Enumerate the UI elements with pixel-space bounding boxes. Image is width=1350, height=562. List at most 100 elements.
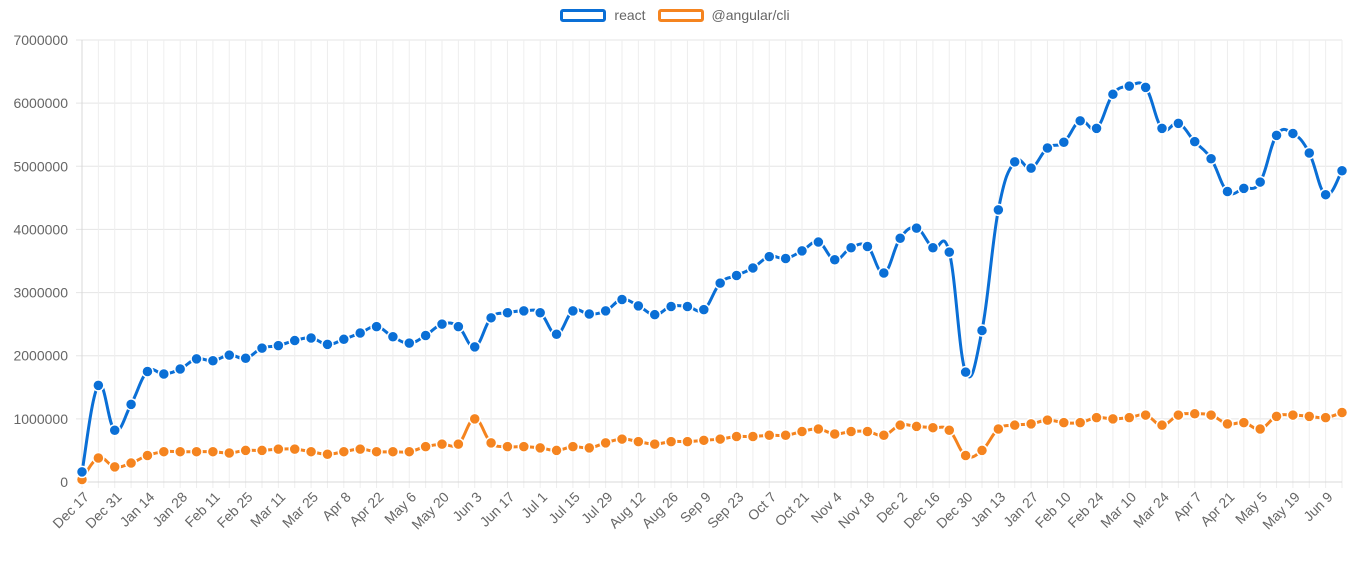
data-point-react [632,299,645,313]
data-point-react [615,293,629,306]
x-tick-label: May 20 [408,489,452,533]
data-point-react [812,235,825,249]
data-point-angular-cli [992,422,1005,436]
data-point-angular-cli [1221,417,1234,431]
data-point-react [779,252,792,265]
data-point-angular-cli [664,435,678,448]
data-point-angular-cli [763,429,776,442]
data-point-angular-cli [795,425,809,438]
data-point-react [746,261,760,275]
data-point-react [468,340,481,354]
data-point-react [910,221,923,235]
data-point-angular-cli [1057,416,1071,429]
data-point-angular-cli [484,436,498,450]
data-point-react [517,304,531,318]
data-point-react [1253,175,1267,189]
data-point-angular-cli [648,437,661,451]
chart-legend: react @angular/cli [0,7,1350,23]
data-point-angular-cli [386,445,400,458]
x-tick-label: Jun 9 [1300,489,1336,525]
data-point-react [501,306,514,320]
legend-swatch-react [560,8,607,22]
data-point-react [141,365,154,378]
data-point-angular-cli [632,435,645,448]
x-tick-label: Aug 26 [638,489,681,532]
data-point-angular-cli [223,446,236,460]
data-point-angular-cli [206,445,220,458]
legend-swatch-angular-cli [657,8,704,22]
data-point-react [1008,155,1021,169]
x-tick-label: Apr 22 [346,489,387,530]
x-tick-label: Mar 24 [1130,489,1172,531]
data-point-react [484,311,498,325]
data-point-react [1270,129,1283,142]
data-point-angular-cli [173,445,187,458]
data-point-angular-cli [1253,422,1267,436]
x-tick-label: Jul 15 [545,489,583,527]
data-point-angular-cli [1286,408,1300,422]
data-point-angular-cli [1008,418,1021,432]
data-point-angular-cli [419,440,432,453]
x-tick-label: Jan 14 [116,489,157,530]
data-point-react [353,326,367,340]
data-point-react [959,365,972,379]
data-point-react [1319,188,1332,201]
y-tick-label: 3000000 [13,285,68,301]
series-line-react [80,81,1344,473]
data-point-react [648,308,661,321]
data-point-angular-cli [190,445,203,458]
data-point-angular-cli [746,430,760,443]
data-point-react [190,352,203,366]
data-point-react [550,327,563,341]
data-point-angular-cli [321,447,334,461]
data-point-react [435,317,449,331]
data-point-angular-cli [517,440,531,453]
data-point-react [157,367,171,381]
data-point-react [288,334,301,347]
data-point-angular-cli [1073,416,1087,429]
data-point-react [1073,114,1087,128]
data-point-react [1335,164,1349,177]
data-point-angular-cli [926,421,940,434]
data-point-angular-cli [353,442,367,456]
data-point-angular-cli [812,422,825,436]
data-point-angular-cli [272,442,285,456]
data-point-react [828,253,841,266]
x-tick-label: Feb 24 [1064,489,1106,531]
data-point-angular-cli [1319,411,1332,424]
data-point-react [533,306,547,320]
data-point-react [1237,182,1251,195]
data-point-angular-cli [157,445,171,458]
data-point-angular-cli [550,444,563,457]
x-tick-label: Mar 10 [1097,489,1139,531]
data-point-angular-cli [124,456,138,470]
y-tick-label: 0 [60,474,68,490]
legend-item-react[interactable]: react [560,7,646,23]
data-point-react [992,203,1005,217]
data-point-react [206,354,220,368]
y-tick-label: 1000000 [13,411,68,427]
data-point-angular-cli [1090,411,1103,424]
data-point-angular-cli [1172,408,1185,422]
data-point-react [1090,122,1103,135]
series-line-angular-cli [80,411,1343,481]
data-point-angular-cli [239,444,252,457]
data-point-angular-cli [910,420,923,433]
data-point-react [1188,135,1201,148]
x-tick-label: Nov 18 [835,489,878,532]
data-point-react [370,320,383,333]
legend-item-angular-cli[interactable]: @angular/cli [657,7,790,23]
data-point-angular-cli [1123,411,1136,424]
data-point-angular-cli [468,412,481,426]
data-point-react [664,300,678,313]
y-tick-label: 2000000 [13,348,68,364]
data-point-angular-cli [713,432,727,446]
data-point-react [926,241,940,254]
y-tick-label: 5000000 [13,158,68,174]
data-point-angular-cli [844,425,858,438]
x-tick-label: Dec 30 [933,489,976,532]
data-point-angular-cli [1155,418,1169,432]
data-point-angular-cli [501,440,514,453]
data-point-angular-cli [337,445,351,458]
